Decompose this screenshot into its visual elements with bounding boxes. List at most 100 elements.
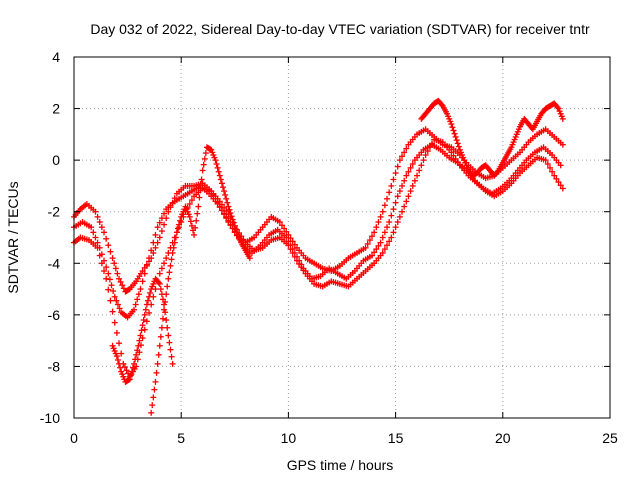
- point-track-f-8-3: [147, 289, 154, 296]
- point-track-a-26-3: [283, 228, 290, 235]
- point-track-a-37-1: [373, 224, 380, 231]
- y-tick-label-5: -6: [48, 307, 61, 323]
- point-track-d-17-0: [221, 188, 228, 195]
- point-track-c-27-3: [300, 267, 307, 274]
- series-track-d: [148, 144, 253, 416]
- point-track-e-7-0: [448, 121, 455, 128]
- point-track-d-4-2: [167, 262, 174, 269]
- point-track-b-37-1: [379, 234, 386, 241]
- point-track-d-10-3: [194, 210, 201, 217]
- point-track-a-59-0: [559, 141, 566, 148]
- point-track-c-42-2: [426, 144, 433, 151]
- point-track-c-18-2: [221, 204, 228, 211]
- chart-title: Day 032 of 2022, Sidereal Day-to-day VTE…: [90, 21, 590, 37]
- point-track-d-1-2: [154, 360, 161, 367]
- point-track-d-6-2: [176, 221, 183, 228]
- y-tick-label-6: -8: [48, 358, 61, 374]
- point-track-b-11-3: [161, 210, 168, 217]
- point-track-c-56-1: [544, 161, 551, 168]
- point-track-d-1-3: [155, 351, 162, 358]
- point-track-b-9-0: [137, 286, 144, 293]
- point-track-c-41-2: [418, 162, 425, 169]
- point-track-c-3-3: [101, 268, 108, 275]
- point-track-a-36-2: [366, 237, 373, 244]
- point-track-c-40-0: [405, 193, 412, 200]
- series-track-f: [109, 275, 176, 385]
- point-track-b-40-1: [405, 168, 412, 175]
- point-track-f-1-1: [114, 356, 121, 363]
- point-track-c-38-3: [394, 219, 401, 226]
- x-tick-label-4: 20: [495, 430, 511, 446]
- point-track-d-10-1: [192, 224, 199, 231]
- y-axis-ticks: 4 2 0 -2 -4 -6 -8 -10: [40, 49, 610, 426]
- point-track-a-12-2: [161, 221, 168, 228]
- point-track-a-37-2: [375, 219, 382, 226]
- point-track-f-11-2: [158, 291, 165, 298]
- point-track-c-14-2: [186, 200, 193, 207]
- point-track-d-6-1: [174, 225, 181, 232]
- point-track-d-19-0: [229, 216, 236, 223]
- point-track-d-2-0: [156, 342, 163, 349]
- x-tick-label-3: 15: [388, 430, 404, 446]
- point-track-f-10-3: [155, 279, 162, 286]
- point-track-d-18-3: [228, 213, 235, 220]
- point-track-f-1-0: [113, 353, 120, 360]
- point-track-c-56-0: [542, 157, 549, 164]
- point-track-d-0-1: [149, 402, 156, 409]
- point-track-d-19-3: [232, 226, 239, 233]
- point-track-b-39-1: [396, 188, 403, 195]
- point-track-b-3-3: [103, 264, 110, 271]
- point-track-b-10-2: [150, 239, 157, 246]
- point-track-f-6-0: [135, 342, 142, 349]
- point-track-e-8-0: [452, 133, 459, 140]
- point-track-f-14-0: [169, 360, 176, 367]
- point-track-d-5-1: [170, 244, 177, 251]
- point-track-e-7-1: [449, 124, 456, 131]
- point-track-f-4-2: [128, 368, 135, 375]
- point-track-a-39-0: [388, 182, 395, 189]
- point-track-a-6-0: [116, 275, 123, 282]
- point-track-d-2-1: [157, 333, 164, 340]
- point-track-e-8-2: [454, 140, 461, 147]
- point-track-c-57-0: [551, 172, 558, 179]
- point-track-b-11-2: [158, 215, 165, 222]
- point-track-b-38-0: [386, 219, 393, 226]
- point-track-c-5-0: [111, 319, 118, 326]
- point-track-f-4-0: [126, 376, 133, 383]
- point-track-d-10-0: [191, 231, 198, 238]
- point-track-b-8-1: [132, 301, 139, 308]
- point-track-b-2-0: [88, 224, 95, 231]
- point-track-b-38-1: [388, 212, 395, 219]
- point-track-f-7-2: [141, 311, 148, 318]
- point-track-b-5-1: [113, 297, 120, 304]
- point-track-c-58-0: [559, 185, 566, 192]
- point-track-a-39-1: [390, 176, 397, 183]
- point-track-b-4-3: [110, 288, 117, 295]
- point-track-c-3-1: [96, 252, 103, 259]
- point-track-d-18-0: [225, 203, 232, 210]
- y-tick-label-0: 4: [52, 49, 60, 65]
- y-tick-label-2: 0: [52, 152, 60, 168]
- point-track-d-9-0: [186, 213, 193, 220]
- point-track-a-37-3: [377, 213, 384, 220]
- point-track-c-27-0: [293, 257, 300, 264]
- point-track-f-5-0: [131, 360, 138, 367]
- point-track-f-6-1: [136, 337, 143, 344]
- point-track-c-42-1: [424, 148, 431, 155]
- point-track-d-12-0: [199, 167, 206, 174]
- point-track-d-16-0: [216, 172, 223, 179]
- point-track-b-39-3: [401, 177, 408, 184]
- point-track-c-5-1: [113, 329, 120, 336]
- point-track-c-57-2: [555, 179, 562, 186]
- series-track-c: [71, 136, 566, 380]
- point-track-c-45-0: [448, 149, 455, 156]
- point-track-e-8-3: [455, 143, 462, 150]
- point-track-c-27-2: [298, 264, 305, 271]
- point-track-b-9-3: [143, 262, 150, 269]
- point-track-b-40-3: [409, 161, 416, 168]
- chart-grid: [74, 57, 610, 418]
- point-track-d-17-3: [224, 199, 231, 206]
- point-track-a-6-1: [117, 278, 124, 285]
- point-track-b-38-3: [392, 199, 399, 206]
- point-track-b-4-2: [108, 282, 115, 289]
